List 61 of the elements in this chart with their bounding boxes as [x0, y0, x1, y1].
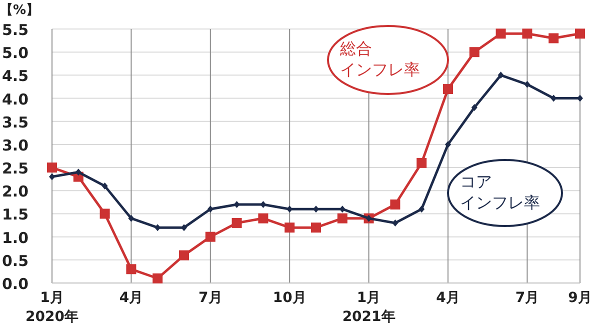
y-tick-label: 3.5	[2, 113, 29, 132]
series-label: コアインフレ率	[460, 172, 540, 212]
x-tick-label: 9月	[568, 290, 592, 306]
y-tick-label: 3.0	[2, 136, 29, 154]
point	[418, 206, 425, 213]
point	[128, 214, 134, 222]
point	[181, 224, 187, 232]
point	[313, 206, 319, 213]
point	[416, 158, 427, 168]
point	[102, 182, 108, 190]
x-tick-label: 7月	[198, 290, 222, 306]
y-tick-label: 1.0	[2, 228, 29, 247]
point	[205, 232, 216, 242]
point	[339, 206, 346, 213]
point	[577, 94, 583, 102]
point	[47, 162, 57, 173]
point	[548, 33, 559, 44]
y-tick-label: 4.5	[2, 67, 29, 86]
y-tick-label: 2.0	[2, 182, 29, 201]
point	[392, 219, 398, 226]
point	[100, 208, 110, 219]
point	[522, 28, 532, 39]
x-tick-label: 4月	[436, 290, 460, 306]
point	[234, 200, 240, 208]
point	[390, 199, 400, 210]
point	[286, 206, 293, 213]
y-tick-label: 0.0	[2, 275, 29, 293]
point	[232, 218, 242, 228]
y-tick-label: 0.5	[2, 252, 29, 270]
y-tick-label: 4.0	[2, 90, 29, 108]
point	[524, 80, 530, 88]
point	[471, 104, 478, 112]
y-tick-label: 2.5	[2, 160, 29, 178]
point	[443, 84, 453, 94]
point	[498, 72, 504, 79]
point	[258, 213, 268, 224]
point	[337, 213, 348, 224]
x-tick-label: 10月	[272, 290, 306, 306]
point	[152, 273, 163, 284]
point	[154, 224, 161, 232]
y-axis-title: 【%】	[0, 2, 40, 18]
x-tick-label: 1月 2021年	[342, 290, 396, 325]
y-tick-label: 1.5	[2, 206, 29, 224]
y-tick-label: 5.5	[2, 21, 29, 39]
point	[75, 168, 82, 176]
y-tick-label: 5.0	[2, 44, 29, 62]
point	[469, 47, 480, 58]
x-tick-label: 7月	[515, 290, 540, 306]
point	[207, 206, 214, 213]
point	[575, 28, 585, 39]
point	[260, 200, 266, 208]
series-label: 総合インフレ率	[339, 39, 420, 79]
x-tick-label: 4月	[119, 290, 144, 306]
point	[179, 250, 189, 260]
point	[496, 28, 506, 39]
point	[284, 222, 295, 233]
point	[126, 264, 136, 274]
point	[311, 222, 321, 233]
point	[49, 173, 55, 180]
point	[445, 140, 451, 148]
x-tick-label: 1月 2020年	[26, 290, 78, 325]
